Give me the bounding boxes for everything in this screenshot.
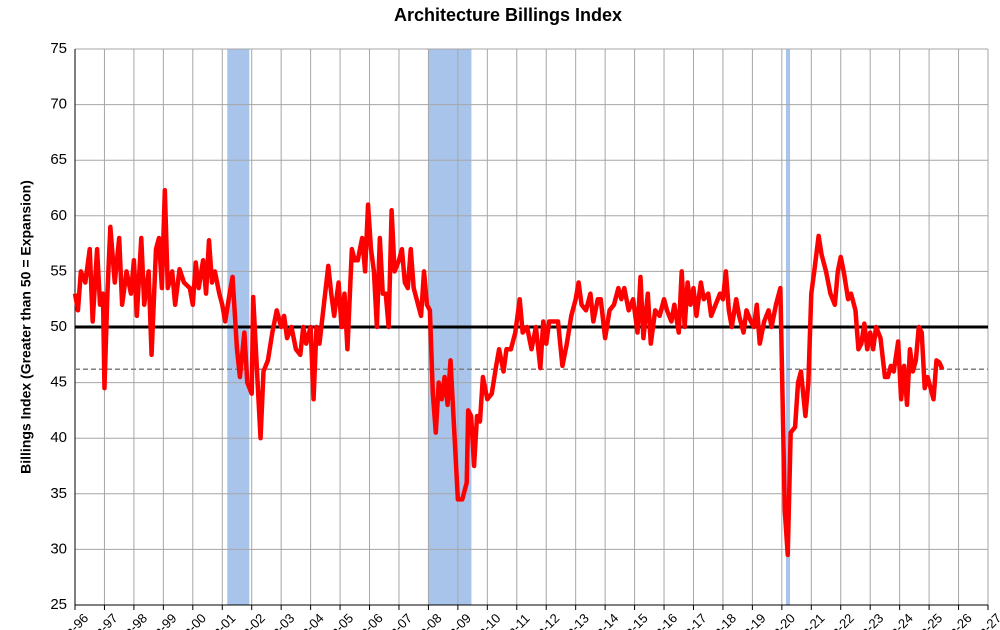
chart-title: Architecture Billings Index xyxy=(394,5,622,25)
y-tick-label: 70 xyxy=(50,96,67,113)
y-tick-label: 40 xyxy=(50,429,67,446)
y-tick-label: 30 xyxy=(50,540,67,557)
y-tick-label: 60 xyxy=(50,207,67,224)
y-tick-label: 55 xyxy=(50,262,67,279)
y-tick-label: 65 xyxy=(50,151,67,168)
series-line xyxy=(72,187,945,558)
x-tick-label: Jan-96 xyxy=(52,610,91,630)
y-tick-label: 25 xyxy=(50,596,67,613)
y-tick-label: 45 xyxy=(50,374,67,391)
y-tick-label: 35 xyxy=(50,485,67,502)
y-tick-label: 75 xyxy=(50,40,67,57)
y-axis-label: Billings Index (Greater than 50 = Expans… xyxy=(18,180,34,474)
y-tick-label: 50 xyxy=(50,318,67,335)
